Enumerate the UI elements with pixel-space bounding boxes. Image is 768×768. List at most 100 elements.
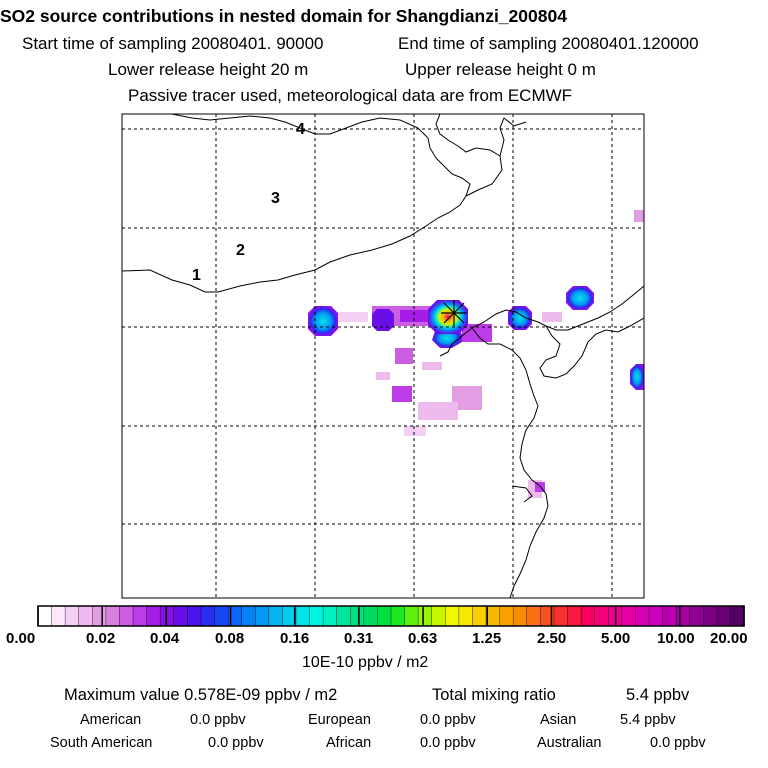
colorbar-cell	[350, 606, 365, 626]
colorbar-cell	[377, 606, 392, 626]
region-name: American	[80, 712, 142, 728]
region-name: Australian	[537, 735, 602, 751]
plume-cell	[376, 372, 390, 380]
region-value: 0.0 ppbv	[420, 735, 476, 751]
trajectory-label: 1	[192, 267, 201, 284]
colorbar-cell	[391, 606, 406, 626]
coastlines	[122, 114, 644, 598]
plume-cell	[392, 386, 412, 402]
border-line	[435, 114, 503, 197]
region-value: 0.0 ppbv	[420, 712, 476, 728]
colorbar-ticks	[37, 606, 745, 626]
trajectory-label: 4	[296, 121, 305, 138]
colorbar-cell	[553, 606, 569, 626]
colorbar-cell	[65, 606, 80, 626]
coastline	[539, 317, 644, 379]
colorbar-cell	[662, 606, 677, 626]
total-mixing-value: 5.4 ppbv	[626, 686, 690, 704]
colorbar-tick-label: 5.00	[601, 630, 631, 647]
border-line	[499, 117, 527, 157]
region-name: South American	[50, 735, 153, 751]
plume-cell	[535, 482, 545, 492]
colorbar-cell	[268, 606, 283, 626]
colorbar-cell	[363, 606, 379, 626]
colorbar-tick-label: 1.25	[472, 630, 502, 647]
colorbar-cell	[703, 606, 718, 626]
plume-cell	[422, 362, 442, 370]
region-name: African	[326, 735, 372, 751]
plume-cell	[462, 324, 492, 342]
colorbar-cell	[716, 606, 732, 626]
colorbar-tick-label: 0.31	[344, 630, 374, 647]
colorbar-cell	[513, 606, 528, 626]
colorbar-cell	[146, 606, 161, 626]
coastline	[511, 485, 533, 503]
colorbar-cells	[38, 606, 745, 626]
colorbar-cell	[730, 606, 745, 626]
coastline	[471, 327, 549, 598]
colorbar-cell	[418, 606, 433, 626]
colorbar-cell	[78, 606, 93, 626]
colorbar-cell	[309, 606, 324, 626]
plume-hotspot	[630, 364, 644, 390]
colorbar-cell	[676, 606, 691, 626]
colorbar-cell	[635, 606, 650, 626]
colorbar-cell	[404, 606, 419, 626]
region-value: 0.0 ppbv	[650, 735, 706, 751]
grid-lines	[122, 114, 644, 598]
colorbar-cell	[119, 606, 134, 626]
region-name: Asian	[540, 712, 577, 728]
colorbar-cell	[486, 606, 501, 626]
colorbar-tick-label: 20.00	[710, 630, 748, 647]
region-value: 0.0 ppbv	[190, 712, 246, 728]
region-value: 0.0 ppbv	[208, 735, 264, 751]
colorbar-cell	[499, 606, 514, 626]
colorbar-tick-label: 0.02	[86, 630, 116, 647]
colorbar-cell	[445, 606, 460, 626]
colorbar-cell	[295, 606, 311, 626]
colorbar-cell	[472, 606, 487, 626]
colorbar-cell	[526, 606, 541, 626]
colorbar-cell	[51, 606, 66, 626]
colorbar-cell	[648, 606, 664, 626]
colorbar-frame	[37, 605, 745, 627]
plume-cell	[404, 426, 426, 436]
colorbar-tick-label: 0.08	[215, 630, 245, 647]
colorbar-cell	[38, 606, 53, 626]
colorbar-cell	[621, 606, 636, 626]
colorbar-cell	[594, 606, 609, 626]
colorbar-cell	[282, 606, 297, 626]
border-line	[122, 114, 471, 293]
colorbar-cell	[567, 606, 582, 626]
colorbar-cell	[228, 606, 243, 626]
max-value-label: Maximum value 0.578E-09 ppbv / m2	[64, 686, 338, 704]
plume-cell	[542, 312, 562, 322]
plume-cell	[634, 210, 644, 222]
colorbar-tick-label: 0.00	[6, 630, 36, 647]
region-value: 5.4 ppbv	[620, 712, 676, 728]
colorbar-tick-label: 0.16	[280, 630, 310, 647]
tracer-note: Passive tracer used, meteorological data…	[128, 86, 573, 105]
colorbar-cell	[581, 606, 596, 626]
colorbar-cell	[540, 606, 555, 626]
colorbar-unit: 10E-10 ppbv / m2	[302, 654, 429, 671]
plume-cell	[395, 348, 413, 364]
colorbar-cell	[323, 606, 338, 626]
colorbar-tick-label: 10.00	[657, 630, 695, 647]
upper-height-label: Upper release height 0 m	[405, 60, 596, 79]
lower-height-label: Lower release height 20 m	[108, 60, 309, 79]
trajectory-labels: 1 2 3 4	[192, 121, 305, 284]
colorbar-cell	[431, 606, 446, 626]
trajectory-label: 2	[236, 242, 245, 259]
start-time-label: Start time of sampling 20080401. 90000	[22, 34, 324, 53]
coastline	[439, 285, 644, 357]
plume-hotspot	[566, 286, 594, 310]
plume-hotspot	[372, 309, 394, 331]
colorbar-tick-label: 0.04	[150, 630, 180, 647]
trajectory-label: 3	[271, 190, 280, 207]
map-frame	[121, 113, 645, 599]
colorbar-cell	[133, 606, 148, 626]
colorbar-cell	[173, 606, 188, 626]
colorbar-cell	[241, 606, 256, 626]
colorbar-cell	[200, 606, 216, 626]
